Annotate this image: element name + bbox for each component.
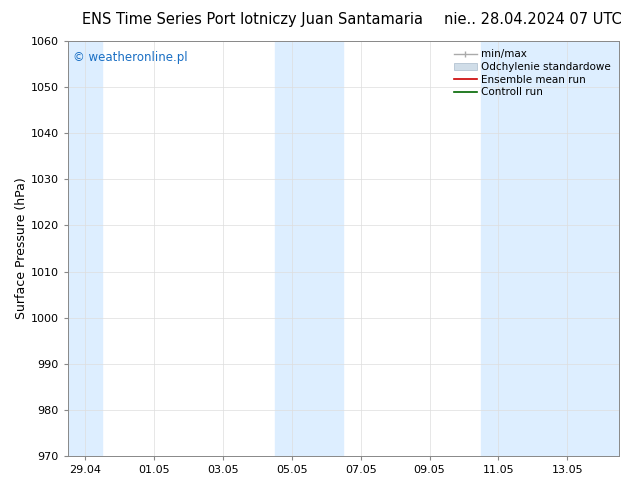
Text: nie.. 28.04.2024 07 UTC: nie.. 28.04.2024 07 UTC [444,12,621,27]
Legend: min/max, Odchylenie standardowe, Ensemble mean run, Controll run: min/max, Odchylenie standardowe, Ensembl… [451,46,614,100]
Bar [68,41,102,456]
Bar [481,41,619,456]
Bar [275,41,344,456]
Y-axis label: Surface Pressure (hPa): Surface Pressure (hPa) [15,178,28,319]
Text: ENS Time Series Port lotniczy Juan Santamaria: ENS Time Series Port lotniczy Juan Santa… [82,12,424,27]
Text: © weatheronline.pl: © weatheronline.pl [74,51,188,64]
